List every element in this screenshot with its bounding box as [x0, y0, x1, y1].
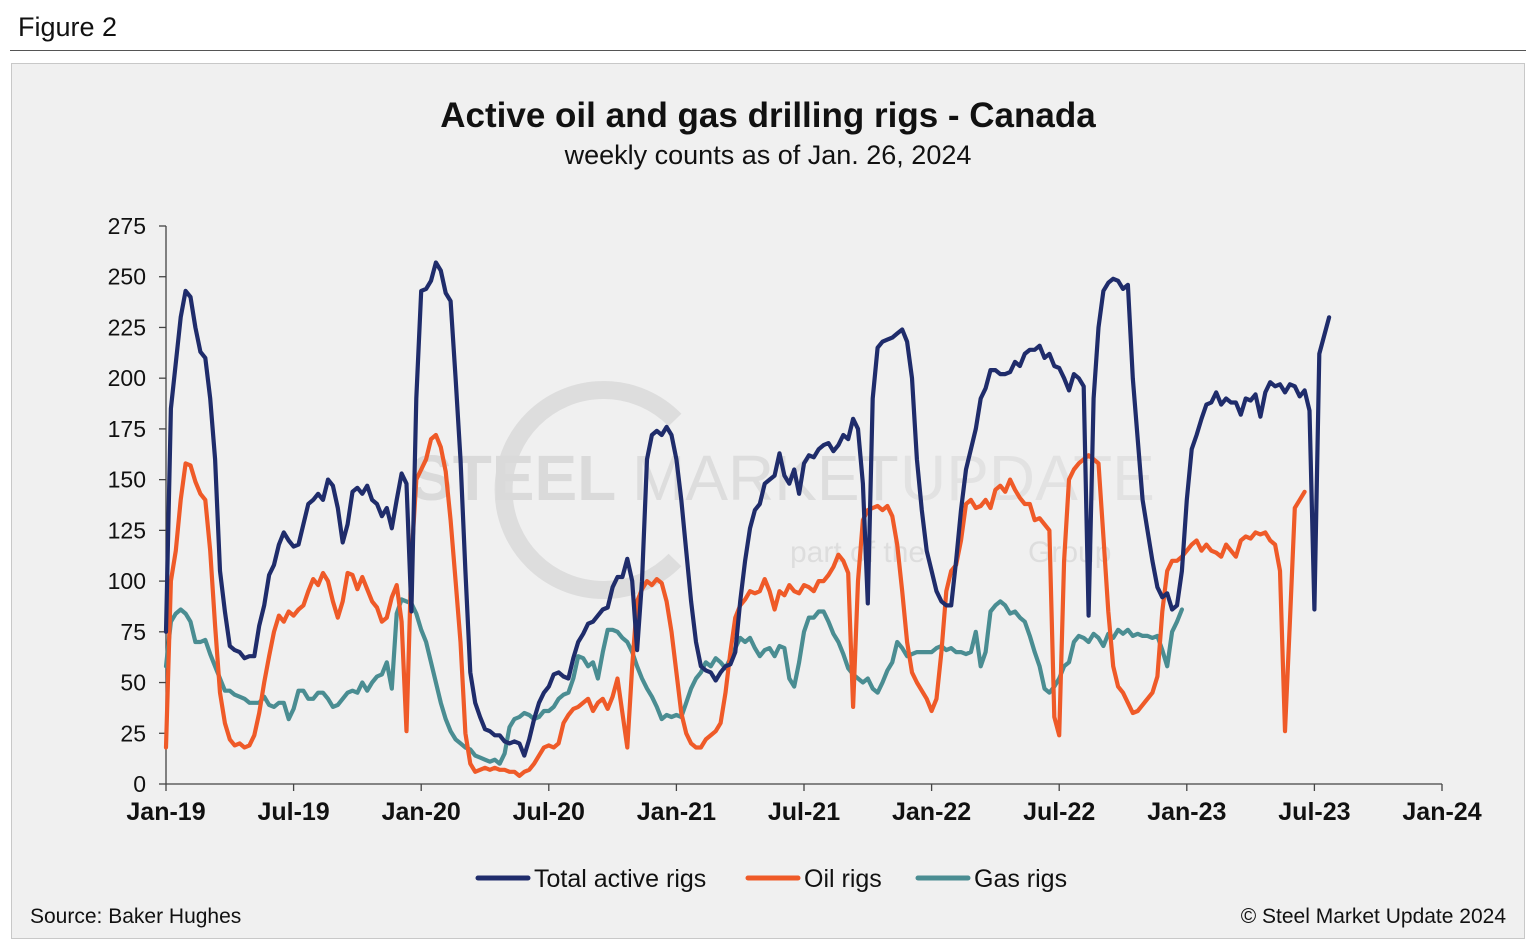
y-tick-label: 75 — [120, 619, 146, 645]
x-tick-label: Jan-24 — [1402, 798, 1481, 826]
legend-label-gas: Gas rigs — [974, 865, 1067, 893]
y-tick-label: 50 — [120, 670, 146, 696]
y-tick-label: 225 — [108, 314, 146, 340]
x-tick-label: Jul-21 — [768, 798, 840, 826]
x-tick-label: Jan-22 — [892, 798, 971, 826]
x-tick-label: Jan-23 — [1147, 798, 1226, 826]
y-tick-label: 100 — [108, 568, 146, 594]
y-tick-label: 200 — [108, 365, 146, 391]
legend: Total active rigs Oil rigs Gas rigs — [475, 865, 1067, 893]
series-line-gas — [163, 597, 1185, 766]
series-group — [163, 260, 1332, 779]
chart-title: Active oil and gas drilling rigs - Canad… — [440, 96, 1096, 135]
x-tick-label: Jan-19 — [126, 798, 205, 826]
y-tick-label: 0 — [133, 771, 146, 797]
watermark-arc — [494, 381, 682, 599]
y-tick-label: 175 — [108, 416, 146, 442]
watermark-group: Group — [1028, 536, 1111, 569]
y-tick-label: 250 — [108, 264, 146, 290]
copyright-note: © Steel Market Update 2024 — [1241, 905, 1507, 928]
x-tick-label: Jul-19 — [257, 798, 329, 826]
chart-subtitle: weekly counts as of Jan. 26, 2024 — [564, 140, 972, 170]
source-note: Source: Baker Hughes — [30, 905, 241, 928]
y-tick-label: 125 — [108, 517, 146, 543]
axes: 0 25 50 75 100 125 150 175 200 225 250 275 Jan-19 Jul… — [108, 213, 1482, 826]
x-tick-label: Jul-23 — [1278, 798, 1350, 826]
y-tick-label: 275 — [108, 213, 146, 239]
figure-label: Figure 2 — [18, 12, 118, 42]
x-tick-label: Jul-20 — [513, 798, 585, 826]
x-tick-label: Jan-20 — [382, 798, 461, 826]
series-line-total — [163, 260, 1332, 758]
chart-panel — [11, 63, 1525, 939]
figure-divider — [10, 50, 1526, 51]
y-tick-label: 150 — [108, 467, 146, 493]
y-tick-label: 25 — [120, 720, 146, 746]
watermark: STEEL MARKET UPDATE part of the Group — [410, 381, 1155, 599]
x-tick-label: Jan-21 — [637, 798, 716, 826]
legend-label-oil: Oil rigs — [804, 865, 882, 893]
series-line-oil — [163, 432, 1307, 779]
x-tick-label: Jul-22 — [1023, 798, 1095, 826]
legend-label-total: Total active rigs — [534, 865, 706, 893]
